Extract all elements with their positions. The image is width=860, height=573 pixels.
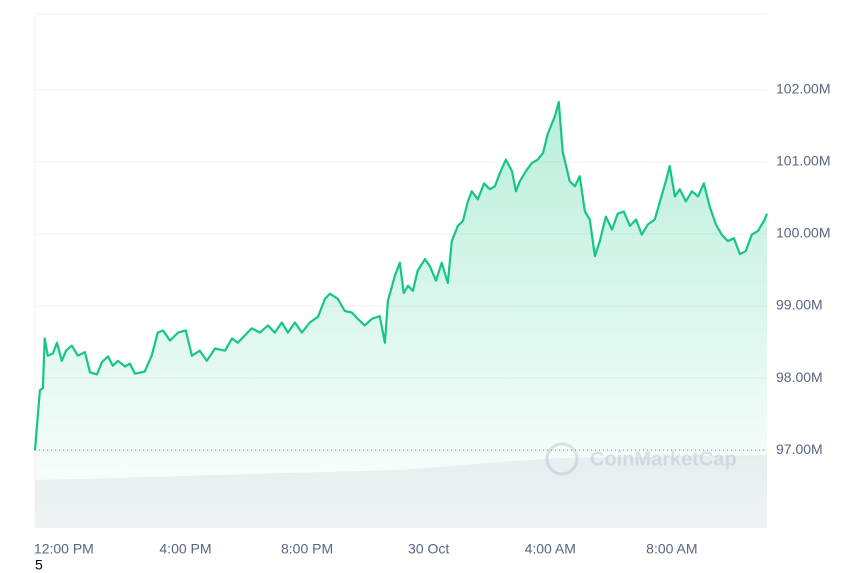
watermark-text: CoinMarketCap (590, 448, 737, 470)
price-line (33, 100, 769, 451)
x-tick-label: 30 Oct (408, 541, 449, 557)
y-tick-label: 100.00M (776, 225, 830, 241)
x-tick-label: 12:00 PM (34, 541, 94, 557)
x-tick-label: 8:00 AM (646, 541, 697, 557)
watermark: CoinMarketCap (545, 442, 737, 476)
x-tick-label: 4:00 AM (525, 541, 576, 557)
y-tick-label: 97.00M (776, 441, 823, 457)
y-tick-label: 99.00M (776, 297, 823, 313)
y-tick-label: 101.00M (776, 152, 830, 168)
y-tick-label: 98.00M (776, 369, 823, 385)
x-tick-label: 4:00 PM (159, 541, 211, 557)
x-tick-label: 8:00 PM (281, 541, 333, 557)
footnote: 5 (35, 557, 43, 573)
watermark-logo (545, 442, 579, 476)
y-tick-label: 102.00M (776, 80, 830, 96)
